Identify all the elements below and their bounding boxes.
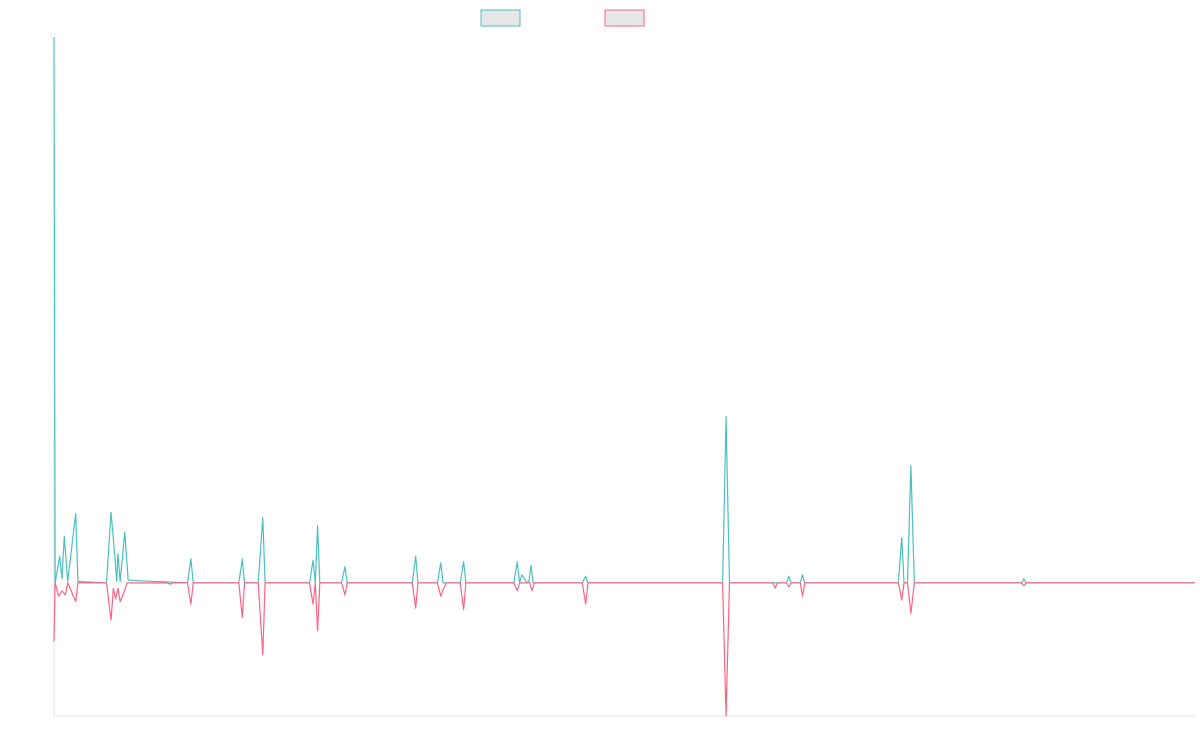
series-line-1: [53, 36, 1195, 584]
series-layer: [53, 36, 1195, 717]
legend: [480, 9, 645, 27]
axes: [53, 37, 1195, 717]
legend-swatch-2: [604, 9, 645, 27]
series-line-2: [53, 582, 1195, 717]
legend-swatch-1: [480, 9, 521, 27]
